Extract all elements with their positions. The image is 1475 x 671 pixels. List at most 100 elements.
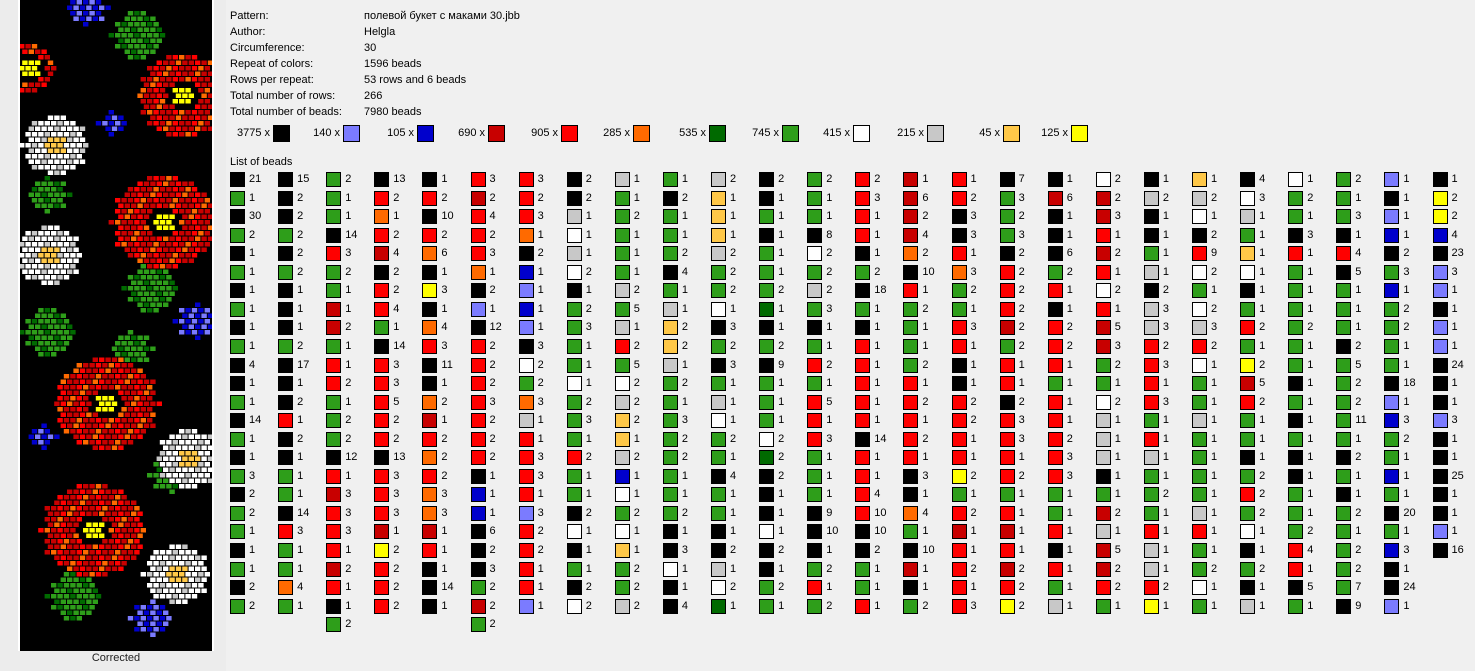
bead-list-item[interactable]: 2 <box>999 209 1048 228</box>
bead-list-item[interactable]: 1 <box>759 394 807 414</box>
bead-list-item[interactable]: 1 <box>326 468 374 488</box>
bead-list-item[interactable]: 3 <box>1336 209 1384 228</box>
bead-list-item[interactable]: 1 <box>1384 338 1432 358</box>
bead-list-item[interactable]: 2 <box>662 450 711 469</box>
bead-list-item[interactable]: 1 <box>278 561 326 581</box>
bead-list-item[interactable]: 2 <box>759 172 807 191</box>
bead-list-item[interactable]: 2 <box>1384 431 1432 451</box>
bead-list-item[interactable]: 1 <box>230 450 278 469</box>
bead-list-item[interactable]: 2 <box>662 246 711 265</box>
bead-list-item[interactable]: 1 <box>1432 338 1475 358</box>
bead-list-item[interactable]: 3 <box>518 468 567 488</box>
bead-list-item[interactable]: 2 <box>1336 450 1384 469</box>
bead-list-item[interactable]: 2 <box>662 338 711 358</box>
bead-list-item[interactable]: 1 <box>470 468 519 488</box>
bead-list-item[interactable]: 2 <box>374 431 422 451</box>
bead-list-item[interactable]: 1 <box>759 246 807 265</box>
bead-list-item[interactable]: 2 <box>1384 320 1432 339</box>
bead-list-item[interactable]: 1 <box>662 468 711 488</box>
bead-list-item[interactable]: 2 <box>374 264 422 284</box>
bead-list-item[interactable]: 4 <box>662 598 711 618</box>
bead-list-item[interactable]: 1 <box>1192 543 1240 562</box>
bead-list-item[interactable]: 2 <box>518 524 567 543</box>
bead-list-item[interactable]: 2 <box>903 394 951 414</box>
bead-list-item[interactable]: 3 <box>999 227 1048 247</box>
bead-list-item[interactable]: 14 <box>422 580 470 599</box>
bead-list-item[interactable]: 1 <box>759 264 807 284</box>
bead-list-item[interactable]: 1 <box>422 524 470 543</box>
bead-list-item[interactable]: 1 <box>374 524 422 543</box>
bead-list-item[interactable]: 1 <box>1288 246 1336 265</box>
bead-list-item[interactable]: 2 <box>518 190 567 210</box>
bead-list-item[interactable]: 1 <box>614 543 663 562</box>
bead-list-item[interactable]: 2 <box>1095 580 1144 599</box>
bead-list-item[interactable]: 1 <box>1432 450 1475 469</box>
bead-list-item[interactable]: 9 <box>1192 246 1240 265</box>
bead-list-item[interactable]: 3 <box>470 394 519 414</box>
bead-list-item[interactable]: 6 <box>422 246 470 265</box>
bead-list-item[interactable]: 1 <box>903 338 951 358</box>
bead-list-item[interactable]: 1 <box>1336 301 1384 321</box>
bead-list-item[interactable]: 1 <box>326 580 374 599</box>
bead-list-item[interactable]: 2 <box>999 246 1048 265</box>
bead-list-item[interactable]: 1 <box>1095 468 1144 488</box>
bead-list-item[interactable]: 4 <box>1240 172 1288 191</box>
bead-list-item[interactable]: 2 <box>903 357 951 377</box>
bead-list-item[interactable]: 2 <box>1095 190 1144 210</box>
bead-list-item[interactable]: 2 <box>999 394 1048 414</box>
bead-list-item[interactable]: 1 <box>1240 301 1288 321</box>
bead-list-item[interactable]: 2 <box>278 190 326 210</box>
bead-list-item[interactable]: 1 <box>1288 209 1336 228</box>
bead-list-item[interactable]: 2 <box>566 301 615 321</box>
bead-list-item[interactable]: 11 <box>1336 413 1384 432</box>
bead-list-item[interactable]: 2 <box>1336 172 1384 191</box>
bead-list-item[interactable]: 2 <box>807 264 855 284</box>
bead-list-item[interactable]: 1 <box>1288 394 1336 414</box>
bead-list-item[interactable]: 3 <box>903 468 951 488</box>
bead-list-item[interactable]: 1 <box>1384 487 1432 506</box>
bead-list-item[interactable]: 2 <box>614 283 663 302</box>
bead-list-item[interactable]: 18 <box>855 283 903 302</box>
bead-list-item[interactable]: 1 <box>759 505 807 525</box>
bead-list-item[interactable]: 1 <box>1047 209 1096 228</box>
bead-list-item[interactable]: 10 <box>855 524 903 543</box>
bead-list-item[interactable]: 2 <box>374 413 422 432</box>
bead-list-item[interactable]: 1 <box>662 227 711 247</box>
bead-list-item[interactable]: 1 <box>711 376 759 395</box>
bead-list-item[interactable]: 4 <box>230 357 278 377</box>
bead-list-item[interactable]: 2 <box>326 172 374 191</box>
bead-list-item[interactable]: 3 <box>518 450 567 469</box>
bead-list-item[interactable]: 1 <box>1143 598 1192 618</box>
bead-list-item[interactable]: 2 <box>1047 264 1096 284</box>
bead-list-item[interactable]: 1 <box>903 450 951 469</box>
bead-list-item[interactable]: 1 <box>1095 450 1144 469</box>
bead-list-item[interactable]: 1 <box>422 172 470 191</box>
bead-list-item[interactable]: 1 <box>278 598 326 618</box>
bead-list-item[interactable]: 1 <box>1143 227 1192 247</box>
bead-list-item[interactable]: 1 <box>422 543 470 562</box>
bead-list-item[interactable]: 1 <box>1047 561 1096 581</box>
bead-list-item[interactable]: 5 <box>374 394 422 414</box>
bead-list-item[interactable]: 1 <box>807 543 855 562</box>
bead-list-item[interactable]: 1 <box>711 561 759 581</box>
bead-list-item[interactable]: 5 <box>1240 376 1288 395</box>
bead-list-item[interactable]: 1 <box>711 227 759 247</box>
bead-list-item[interactable]: 2 <box>711 264 759 284</box>
bead-list-item[interactable]: 1 <box>1192 505 1240 525</box>
bead-list-item[interactable]: 2 <box>1095 357 1144 377</box>
bead-list-item[interactable]: 1 <box>1384 172 1432 191</box>
bead-list-item[interactable]: 1 <box>855 227 903 247</box>
bead-list-item[interactable]: 2 <box>807 172 855 191</box>
bead-list-item[interactable]: 3 <box>1143 320 1192 339</box>
bead-list-item[interactable]: 1 <box>807 487 855 506</box>
bead-list-item[interactable]: 3 <box>951 209 1000 228</box>
bead-list-item[interactable]: 1 <box>1384 227 1432 247</box>
bead-list-item[interactable]: 2 <box>278 431 326 451</box>
bead-list-item[interactable]: 1 <box>711 301 759 321</box>
bead-list-item[interactable]: 1 <box>614 524 663 543</box>
bead-list-item[interactable]: 1 <box>903 561 951 581</box>
bead-list-item[interactable]: 1 <box>807 190 855 210</box>
bead-list-item[interactable]: 1 <box>374 209 422 228</box>
bead-list-item[interactable]: 1 <box>1192 431 1240 451</box>
bead-list-item[interactable]: 2 <box>470 413 519 432</box>
